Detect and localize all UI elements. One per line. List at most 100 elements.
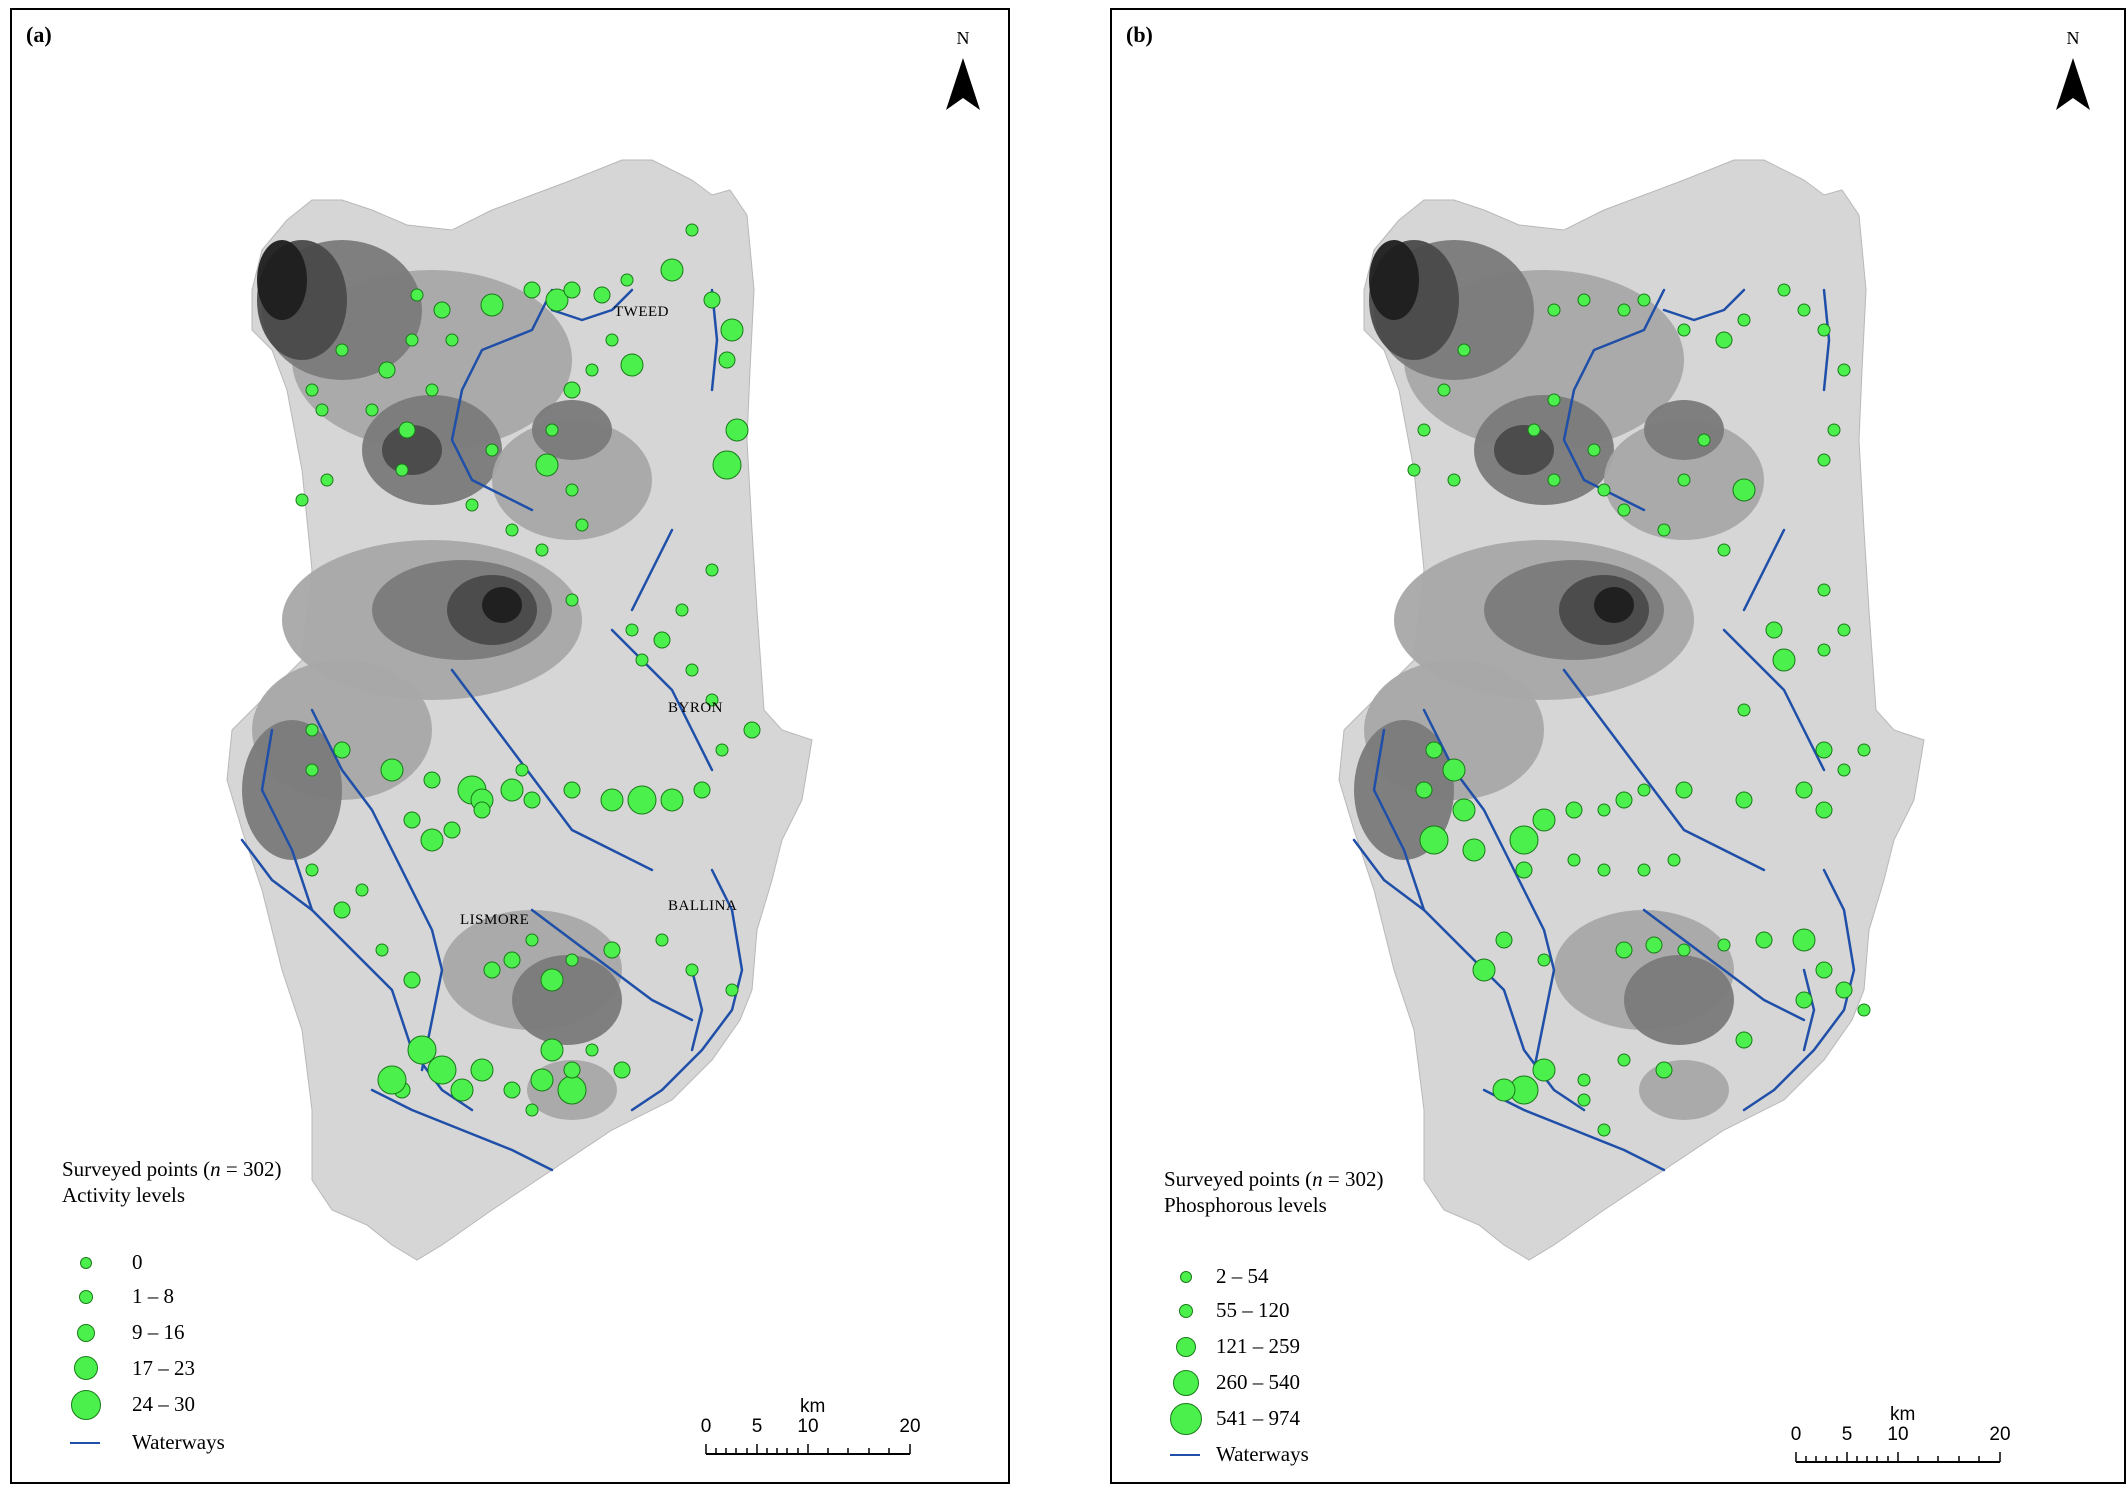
survey-point [1837, 763, 1851, 777]
survey-point [523, 791, 541, 809]
survey-point [395, 463, 409, 477]
survey-point [378, 361, 396, 379]
survey-point [725, 418, 749, 442]
legend: Surveyed points (n = 302) Activity level… [62, 1156, 282, 1208]
survey-point [433, 301, 451, 319]
survey-point [1677, 473, 1691, 487]
survey-point [1637, 293, 1651, 307]
waterway-line [1352, 838, 1426, 912]
survey-point [1617, 303, 1631, 317]
survey-point [1532, 808, 1556, 832]
survey-point [1419, 825, 1449, 855]
survey-point [1547, 393, 1561, 407]
survey-point [365, 403, 379, 417]
legend-symbol [1180, 1271, 1192, 1283]
waterway-line [1482, 1088, 1666, 1172]
survey-point [470, 1058, 494, 1082]
legend-symbol [80, 1257, 92, 1269]
survey-point [635, 653, 649, 667]
survey-point [655, 933, 669, 947]
survey-point [1547, 473, 1561, 487]
survey-point [703, 291, 721, 309]
survey-point [320, 473, 334, 487]
survey-point [1615, 791, 1633, 809]
survey-point [305, 763, 319, 777]
survey-point [620, 353, 644, 377]
survey-point [685, 663, 699, 677]
survey-point [1425, 741, 1443, 759]
survey-point [563, 1061, 581, 1079]
survey-point [1717, 543, 1731, 557]
waterway-line [630, 868, 744, 1112]
north-arrow-icon: N [2052, 28, 2094, 110]
survey-point [613, 1061, 631, 1079]
survey-point [1717, 938, 1731, 952]
waterway-line [1642, 908, 1806, 1022]
survey-point [1667, 853, 1681, 867]
survey-point [1577, 1073, 1591, 1087]
north-arrow-icon: N [942, 28, 984, 110]
legend: Surveyed points (n = 302) Phosphorous le… [1164, 1166, 1384, 1218]
survey-point [585, 1043, 599, 1057]
survey-point [1697, 433, 1711, 447]
legend-symbol [1179, 1304, 1193, 1318]
survey-point [1472, 958, 1496, 982]
survey-point [1509, 825, 1539, 855]
waterway-line [450, 288, 554, 512]
study-area-map [226, 159, 813, 1261]
survey-point [375, 943, 389, 957]
survey-point [1815, 741, 1833, 759]
survey-point [465, 498, 479, 512]
survey-point [1577, 1093, 1591, 1107]
survey-point [305, 863, 319, 877]
town-label-byron: BYRON [668, 700, 724, 716]
scale-bar: km 0 5 10 20 [1790, 1404, 2011, 1463]
waterway-line [450, 668, 654, 872]
legend-subtitle: Activity levels [62, 1183, 186, 1207]
survey-point [525, 1103, 539, 1117]
relief-zone [1624, 955, 1734, 1045]
survey-point [1577, 293, 1591, 307]
survey-point [1817, 643, 1831, 657]
survey-point [1715, 331, 1733, 349]
survey-point [1447, 473, 1461, 487]
survey-point [653, 631, 671, 649]
survey-point [1677, 943, 1691, 957]
survey-point [1732, 478, 1756, 502]
legend-symbol [74, 1356, 98, 1380]
survey-point [1837, 623, 1851, 637]
survey-point [405, 333, 419, 347]
survey-point [1492, 1078, 1516, 1102]
waterways-symbol [1170, 1454, 1200, 1456]
north-letter: N [956, 28, 970, 48]
survey-point [1675, 781, 1693, 799]
waterway-line [1802, 968, 1816, 1052]
survey-point [693, 781, 711, 799]
survey-point [1817, 323, 1831, 337]
survey-point [743, 721, 761, 739]
survey-point [410, 288, 424, 302]
survey-point [1495, 931, 1513, 949]
relief-zone [1639, 1060, 1729, 1120]
legend-symbol [79, 1290, 93, 1304]
map-panel-a: (a) N TWEED BYRON LISMORE BALLINA Survey… [10, 8, 1010, 1484]
survey-point [1655, 1061, 1673, 1079]
survey-point [1597, 483, 1611, 497]
survey-point [540, 1038, 564, 1062]
survey-point [1515, 861, 1533, 879]
survey-point [1645, 936, 1663, 954]
survey-point [427, 1055, 457, 1085]
relief-zone [1494, 425, 1554, 475]
survey-point [333, 741, 351, 759]
survey-point [1417, 423, 1431, 437]
survey-point [660, 258, 684, 282]
survey-point [315, 403, 329, 417]
survey-point [545, 423, 559, 437]
survey-point [1437, 383, 1451, 397]
survey-point [1857, 743, 1871, 757]
survey-point [720, 318, 744, 342]
survey-point [1777, 283, 1791, 297]
survey-point [1462, 838, 1486, 862]
legend-symbol [71, 1390, 101, 1420]
survey-point [535, 453, 559, 477]
